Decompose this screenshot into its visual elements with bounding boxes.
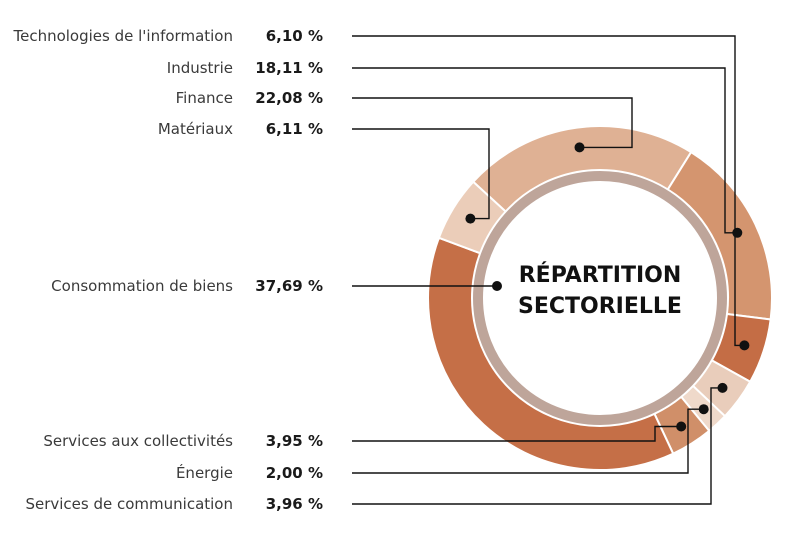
slice-finance (471, 125, 693, 213)
value-materiaux: 6,11 % (266, 120, 323, 138)
leader-line-services-aux-collectivites (352, 425, 682, 442)
inner-ring (473, 171, 727, 425)
value-industrie: 18,11 % (255, 59, 323, 77)
chart-title-line-2: SECTORIELLE (518, 294, 682, 319)
leader-dot-materiaux (465, 213, 476, 224)
label-services-aux-collectivites: Services aux collectivités (43, 432, 233, 450)
leader-dot-technologies-de-l-information (739, 340, 750, 351)
leader-line-finance (352, 97, 633, 149)
value-energie: 2,00 % (266, 464, 323, 482)
label-materiaux: Matériaux (158, 120, 233, 138)
label-energie: Énergie (176, 463, 233, 482)
value-technologies-de-l-information: 6,10 % (266, 27, 323, 45)
donut-slices (427, 125, 773, 471)
leader-line-services-de-communication (352, 387, 723, 505)
leader-dot-energie (698, 404, 709, 415)
legend-labels: Technologies de l'information 6,10 % Indus… (12, 27, 323, 513)
value-services-aux-collectivites: 3,95 % (266, 432, 323, 450)
leader-line-materiaux (352, 128, 490, 220)
label-technologies-de-l-information: Technologies de l'information (12, 27, 233, 45)
chart-title-line-1: RÉPARTITION (519, 262, 682, 288)
leader-dot-finance (574, 142, 585, 153)
leader-line-energie (352, 408, 704, 474)
label-industrie: Industrie (167, 59, 233, 77)
value-consommation-de-biens: 37,69 % (255, 277, 323, 295)
leader-dot-services-aux-collectivites (676, 421, 687, 432)
label-consommation-de-biens: Consommation de biens (51, 277, 233, 295)
label-services-de-communication: Services de communication (25, 495, 233, 513)
leader-dot-industrie (732, 227, 743, 238)
leader-dot-consommation-de-biens (492, 281, 502, 291)
leader-lines (352, 35, 750, 505)
leader-line-industrie (352, 67, 738, 234)
leader-dot-services-de-communication (717, 382, 728, 393)
label-finance: Finance (176, 89, 233, 107)
value-services-de-communication: 3,96 % (266, 495, 323, 513)
slice-consommation-de-biens (427, 236, 675, 471)
value-finance: 22,08 % (255, 89, 323, 107)
